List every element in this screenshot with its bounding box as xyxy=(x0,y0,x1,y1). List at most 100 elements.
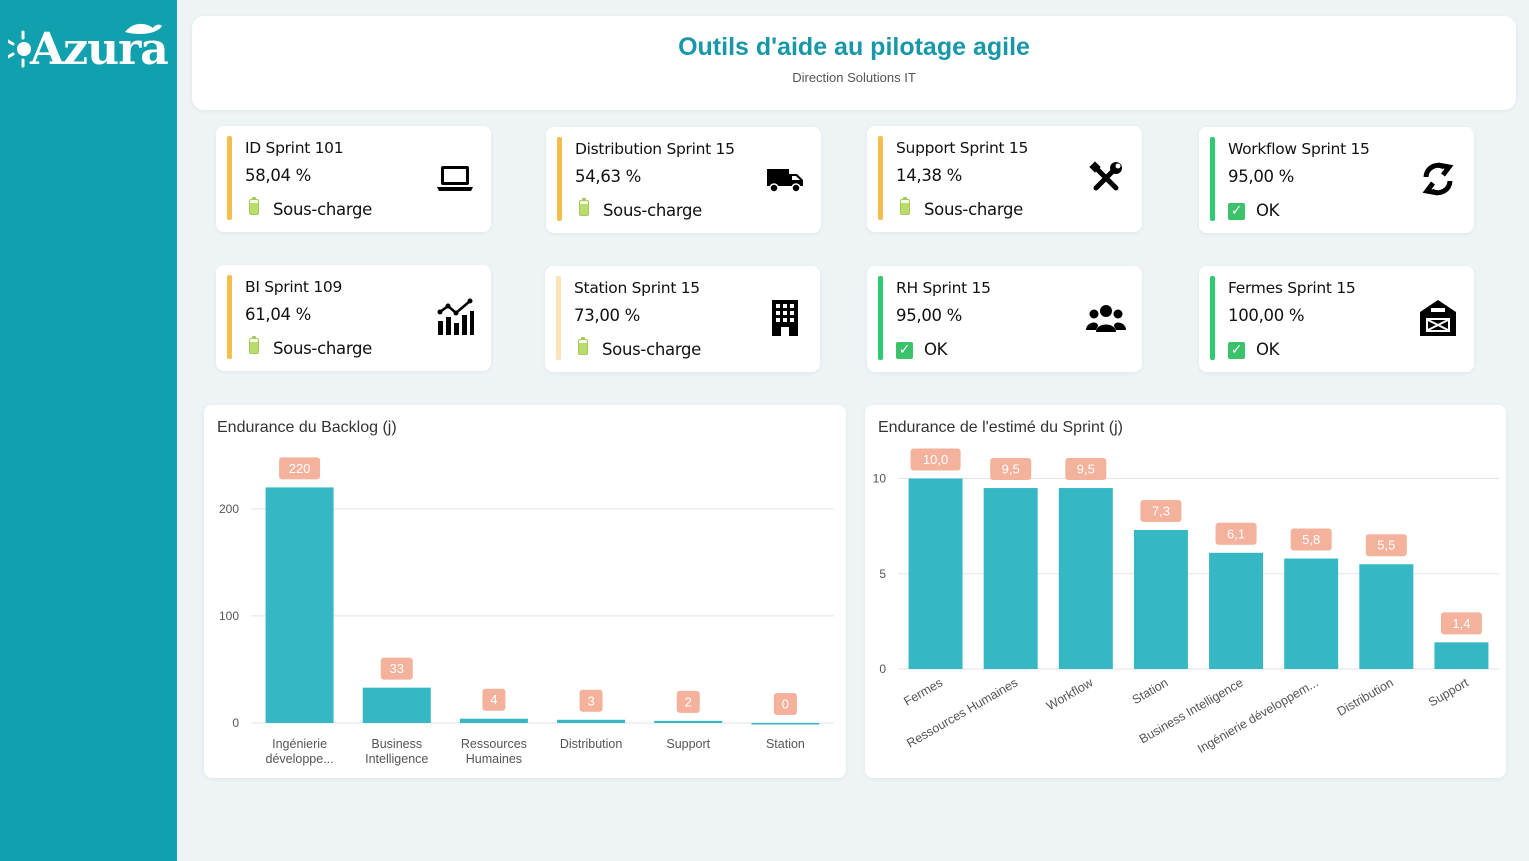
data-label: 5,5 xyxy=(1377,538,1395,553)
check-icon: ✓ xyxy=(896,342,913,359)
data-label: 33 xyxy=(390,661,404,676)
data-label-bg xyxy=(482,688,506,711)
sprint-name: Workflow Sprint 15 xyxy=(1228,140,1370,158)
data-label: 7,3 xyxy=(1152,503,1170,518)
y-tick-label: 0 xyxy=(232,716,239,730)
data-label: 2 xyxy=(685,694,692,709)
status-text: OK xyxy=(1256,200,1280,220)
y-tick-label: 100 xyxy=(219,609,239,623)
y-tick-label: 10 xyxy=(873,472,887,486)
sprint-card[interactable]: Distribution Sprint 15 54,63 % Sous-char… xyxy=(546,127,821,233)
sprint-status: ✓ OK xyxy=(1228,200,1280,220)
x-tick-label: Ressources Humaines xyxy=(461,737,527,766)
chart-line-icon xyxy=(437,298,474,335)
x-tick-label: Workflow xyxy=(1044,675,1096,713)
data-label: 0 xyxy=(782,697,789,712)
bar[interactable] xyxy=(557,719,626,723)
data-label-bg xyxy=(773,693,797,715)
sprint-name: Fermes Sprint 15 xyxy=(1228,279,1356,297)
logo-text: Azura xyxy=(30,24,169,75)
sprint-name: RH Sprint 15 xyxy=(896,279,991,297)
data-label-bg xyxy=(1215,522,1257,545)
bar[interactable] xyxy=(265,487,334,723)
sprint-card[interactable]: Workflow Sprint 15 95,00 % ✓ OK xyxy=(1199,127,1474,233)
x-tick-label: Ingénierie développe... xyxy=(266,737,334,766)
wave-icon xyxy=(125,23,162,34)
status-bar xyxy=(878,136,883,220)
sprint-name: ID Sprint 101 xyxy=(245,139,344,157)
backlog-chart-card: Endurance du Backlog (j) 0 100 200 220 Ingén… xyxy=(204,405,846,778)
azura-logo[interactable]: Azura xyxy=(8,20,169,80)
bar[interactable] xyxy=(1434,642,1489,669)
sprint-percent: 61,04 % xyxy=(245,305,312,324)
data-label-bg xyxy=(1140,499,1182,522)
bar[interactable] xyxy=(362,687,431,723)
sprint-status: Sous-charge xyxy=(574,337,702,359)
status-text: Sous-charge xyxy=(273,338,373,358)
bar[interactable] xyxy=(1133,529,1188,669)
sprint-name: Support Sprint 15 xyxy=(896,139,1029,157)
bar[interactable] xyxy=(1209,552,1264,669)
data-label: 9,5 xyxy=(1077,462,1095,477)
sprint-percent: 95,00 % xyxy=(896,306,963,325)
status-text: Sous-charge xyxy=(924,199,1024,219)
data-label: 9,5 xyxy=(1002,462,1020,477)
data-label: 6,1 xyxy=(1227,526,1245,541)
battery-icon xyxy=(249,197,259,215)
data-label: 1,4 xyxy=(1452,616,1470,631)
bar[interactable] xyxy=(751,723,820,725)
sprint-card[interactable]: RH Sprint 15 95,00 % ✓ OK xyxy=(867,266,1142,372)
sprint-card[interactable]: BI Sprint 109 61,04 % Sous-charge xyxy=(216,265,491,371)
laptop-icon xyxy=(437,166,473,191)
bar[interactable] xyxy=(908,478,963,669)
check-icon: ✓ xyxy=(1228,342,1245,359)
data-label: 4 xyxy=(490,692,497,707)
y-tick-label: 0 xyxy=(879,662,886,676)
sprint-card[interactable]: Station Sprint 15 73,00 % Sous-charge xyxy=(545,266,820,372)
x-tick-label: Distribution xyxy=(1335,675,1396,718)
data-label-bg xyxy=(579,689,603,712)
y-tick-label: 200 xyxy=(219,502,239,516)
bar[interactable] xyxy=(1284,558,1339,669)
chart-title: Endurance de l'estimé du Sprint (j) xyxy=(878,419,1123,436)
bar[interactable] xyxy=(654,720,723,723)
sprint-card[interactable]: ID Sprint 101 58,04 % Sous-charge xyxy=(216,126,491,232)
data-label-bg xyxy=(279,457,321,480)
status-text: Sous-charge xyxy=(602,339,702,359)
bar[interactable] xyxy=(1058,488,1113,669)
data-label-bg xyxy=(676,690,700,713)
sprint-percent: 14,38 % xyxy=(896,166,963,185)
data-label-bg xyxy=(910,448,961,471)
battery-icon xyxy=(249,336,259,354)
bar[interactable] xyxy=(983,488,1038,669)
status-text: Sous-charge xyxy=(603,200,703,220)
status-bar xyxy=(227,136,232,220)
sprint-status: ✓ OK xyxy=(1228,339,1280,359)
page-subtitle: Direction Solutions IT xyxy=(792,70,916,85)
status-text: OK xyxy=(924,339,948,359)
page-header: Outils d'aide au pilotage agile Directio… xyxy=(192,16,1516,110)
data-label: 10,0 xyxy=(923,452,948,467)
sprint-card[interactable]: Support Sprint 15 14,38 % Sous-charge xyxy=(867,126,1142,232)
data-label-bg xyxy=(1365,534,1407,557)
sprint-percent: 73,00 % xyxy=(574,306,641,325)
sprint-percent: 100,00 % xyxy=(1228,306,1305,325)
sprint-status: Sous-charge xyxy=(896,197,1024,219)
sprint-percent: 58,04 % xyxy=(245,166,312,185)
building-icon xyxy=(772,300,798,336)
sprint-status: Sous-charge xyxy=(245,336,373,358)
x-tick-label: Support xyxy=(1426,675,1471,709)
battery-icon xyxy=(579,198,589,216)
status-bar xyxy=(556,276,561,360)
bar[interactable] xyxy=(1359,564,1414,669)
x-tick-label: Support xyxy=(666,737,710,751)
sprint-status: Sous-charge xyxy=(245,197,372,219)
x-tick-label: Fermes xyxy=(901,675,945,708)
tools-icon xyxy=(1089,161,1122,191)
data-label-bg xyxy=(1290,528,1332,551)
bar[interactable] xyxy=(459,718,528,723)
sprint-card[interactable]: Fermes Sprint 15 100,00 % ✓ OK xyxy=(1199,266,1474,372)
status-text: OK xyxy=(1256,339,1280,359)
page-title: Outils d'aide au pilotage agile xyxy=(678,33,1030,61)
